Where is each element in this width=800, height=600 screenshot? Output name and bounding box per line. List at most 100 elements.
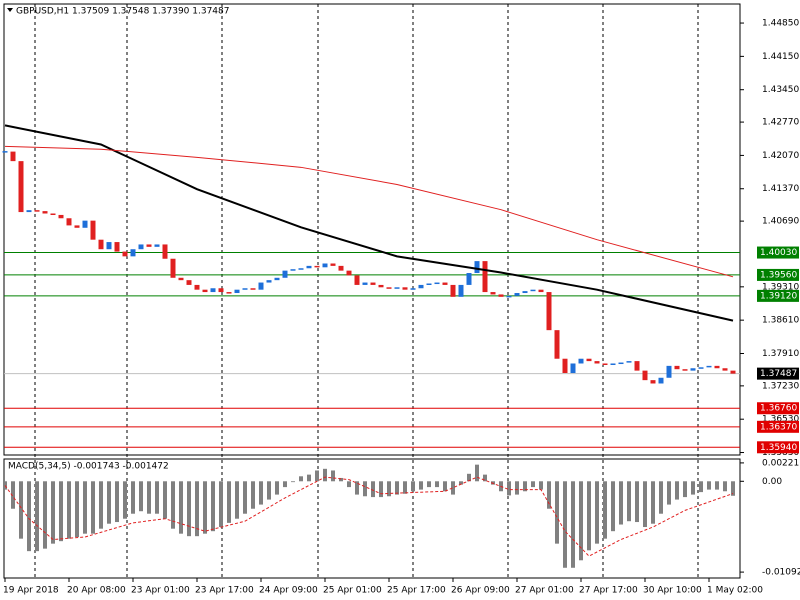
candle [410,288,416,290]
histogram-bar [371,481,375,498]
histogram-bar [531,481,535,488]
level-label-box [757,441,799,454]
x-tick-label: 26 Apr 09:00 [451,586,510,596]
y-tick-label: 1.37910 [762,349,799,359]
y-tick-label: 1.43450 [762,85,799,95]
candle [74,225,80,228]
histogram-bar [403,481,407,494]
candle [722,368,728,371]
candle [578,358,584,364]
candle [122,251,128,257]
histogram-bar [331,470,335,482]
candle [266,280,272,283]
candle [658,377,664,384]
last-price-label: 1.37487 [760,369,797,379]
histogram-bar [435,481,439,488]
candle [450,284,456,297]
candle [674,365,680,370]
histogram-bar [603,481,607,539]
y-tick-label: 1.37230 [762,381,799,391]
histogram-bar [691,481,695,495]
price-panel-frame [3,3,741,456]
histogram-bar [539,481,543,490]
level-label: 1.40030 [760,248,797,258]
candle [170,258,176,278]
candle [570,363,576,374]
x-tick-label: 20 Apr 08:00 [67,586,126,596]
y-tick-label: 1.41370 [762,184,799,194]
histogram-bar [187,481,191,537]
histogram-bar [99,481,103,529]
histogram-bar [155,481,159,514]
candle [546,292,552,331]
candle [106,242,112,250]
histogram-bar [203,481,207,534]
candle [322,263,328,268]
histogram-bar [323,468,327,482]
x-tick-label: 19 Apr 2018 [3,586,59,596]
histogram-bar [195,481,199,537]
candle [282,270,288,278]
histogram-bar [139,481,143,512]
level-label-box [757,402,799,415]
candle [698,367,704,369]
histogram-bar [395,481,399,495]
candle [490,292,496,295]
histogram-bar [83,481,87,534]
histogram-bar [411,481,415,492]
histogram-bar [291,481,295,483]
y-tick-label: 1.40690 [762,217,799,227]
level-label-box [757,420,799,433]
candle [642,370,648,381]
candle [362,282,368,285]
histogram-bar [483,474,487,482]
histogram-bar [123,481,127,519]
candle [186,280,192,285]
candle [234,289,240,294]
x-tick-label: 30 Apr 10:00 [643,586,702,596]
histogram-bar [683,481,687,498]
candle [90,220,96,240]
candle [626,361,632,363]
level-label-box [757,289,799,302]
x-tick-label: 25 Apr 01:00 [323,586,382,596]
candle [666,365,672,378]
x-tick-label: 24 Apr 09:00 [259,586,318,596]
histogram-bar [547,481,551,509]
candle [418,284,424,289]
candle [138,244,144,250]
candle [98,239,104,250]
candle [290,269,296,271]
candle [386,287,392,289]
histogram-bar [699,481,703,493]
histogram-bar [43,481,47,549]
histogram-bar [723,481,727,492]
histogram-bar [627,481,631,522]
histogram-bar [475,464,479,482]
candle [42,211,48,214]
candle [522,291,528,294]
candle [50,213,56,216]
histogram-bar [611,481,615,532]
y-tick-label: 0.00 [762,477,782,487]
histogram-bar [555,481,559,544]
y-tick-label: 1.38610 [762,316,799,326]
histogram-bar [459,481,463,485]
y-tick-label: -0.01092 [762,568,800,578]
histogram-bar [243,481,247,514]
candle [562,358,568,374]
candle [82,220,88,228]
histogram-bar [619,481,623,525]
histogram-bar [651,481,655,524]
candle [330,263,336,266]
histogram-bar [235,481,239,519]
candle [258,282,264,290]
candle [394,287,400,289]
x-tick-label: 25 Apr 17:00 [387,586,446,596]
level-label-box [757,268,799,281]
y-tick-label: 0.002211 [762,458,800,468]
histogram-bar [443,481,447,492]
candle [474,261,480,274]
moving-average-line [4,124,734,322]
level-label-box [757,246,799,259]
